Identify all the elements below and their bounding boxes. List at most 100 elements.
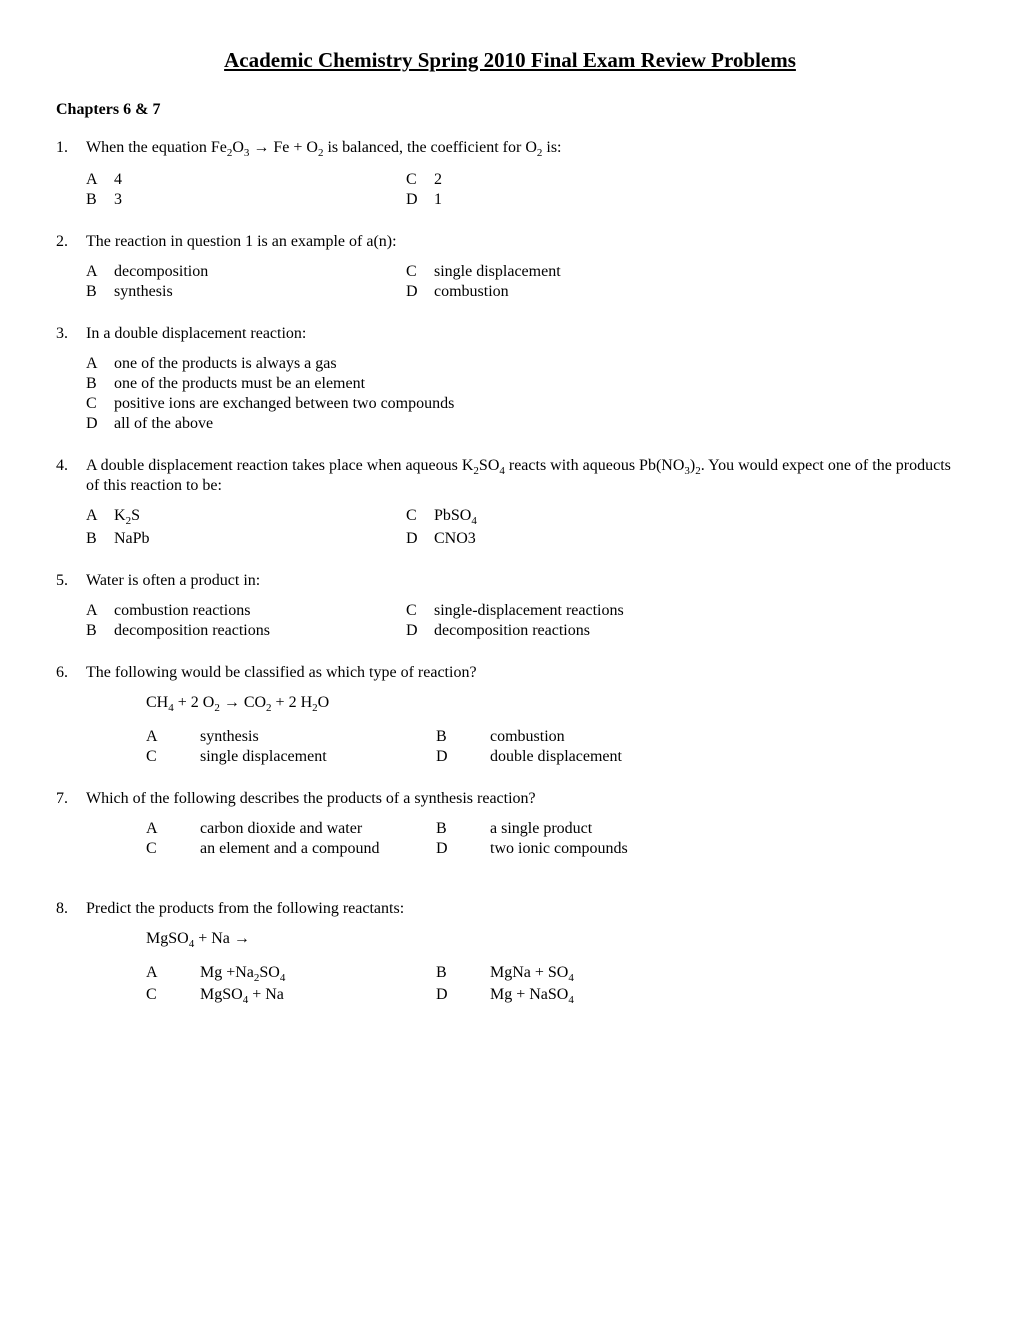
- question-text: The reaction in question 1 is an example…: [86, 233, 964, 251]
- option-text: double displacement: [490, 748, 964, 766]
- options: Acombustion reactionsBdecomposition reac…: [86, 602, 964, 642]
- option-letter: C: [86, 395, 114, 413]
- option-text: 2: [434, 171, 964, 189]
- option-text: combustion: [434, 283, 964, 301]
- options: Aone of the products is always a gas Bone…: [86, 355, 964, 435]
- option: AK2S: [86, 507, 406, 527]
- question: 6.The following would be classified as w…: [56, 664, 964, 768]
- option-text: CNO3: [434, 530, 964, 548]
- option-text: MgSO4 + Na: [200, 986, 436, 1006]
- question: 3.In a double displacement reaction:Aone…: [56, 325, 964, 435]
- option: Bsynthesis: [86, 283, 406, 301]
- option-letter: D: [406, 530, 434, 548]
- question-number: 4.: [56, 457, 86, 549]
- option-text: combustion reactions: [114, 602, 406, 620]
- question-body: Predict the products from the following …: [86, 900, 964, 1009]
- option-letter: A: [86, 263, 114, 281]
- option-text: single displacement: [434, 263, 964, 281]
- option-letter: A: [146, 728, 200, 746]
- option: Aone of the products is always a gas: [86, 355, 964, 373]
- option-text: decomposition reactions: [114, 622, 406, 640]
- option-text: Mg + NaSO4: [490, 986, 964, 1006]
- question-text: Which of the following describes the pro…: [86, 790, 964, 808]
- option-text: positive ions are exchanged between two …: [114, 395, 964, 413]
- option-letter: B: [86, 191, 114, 209]
- option-text: PbSO4: [434, 507, 964, 527]
- option: Bone of the products must be an element: [86, 375, 964, 393]
- option-letter: A: [146, 820, 200, 838]
- option: Bcombustion: [436, 728, 964, 746]
- question-text: The following would be classified as whi…: [86, 664, 964, 682]
- option-letter: D: [436, 986, 490, 1006]
- question-body: In a double displacement reaction:Aone o…: [86, 325, 964, 435]
- question-body: The following would be classified as whi…: [86, 664, 964, 768]
- question-text: A double displacement reaction takes pla…: [86, 457, 964, 495]
- option: Acarbon dioxide and water: [146, 820, 436, 838]
- option: AMg +Na2SO4: [146, 964, 436, 984]
- question-number: 6.: [56, 664, 86, 768]
- option-text: single displacement: [200, 748, 436, 766]
- question-body: Which of the following describes the pro…: [86, 790, 964, 860]
- option: A4: [86, 171, 406, 189]
- option: Csingle displacement: [146, 748, 436, 766]
- option-letter: C: [406, 507, 434, 527]
- option-letter: C: [146, 748, 200, 766]
- option-text: carbon dioxide and water: [200, 820, 436, 838]
- option-text: NaPb: [114, 530, 406, 548]
- option: Ddecomposition reactions: [406, 622, 964, 640]
- option-letter: B: [436, 964, 490, 984]
- option-letter: D: [406, 191, 434, 209]
- question-body: A double displacement reaction takes pla…: [86, 457, 964, 549]
- option-letter: A: [86, 602, 114, 620]
- option: B3: [86, 191, 406, 209]
- option: Cpositive ions are exchanged between two…: [86, 395, 964, 413]
- option: DCNO3: [406, 530, 964, 548]
- question-number: 1.: [56, 139, 86, 211]
- option-letter: A: [146, 964, 200, 984]
- chapters-label: Chapters 6 & 7: [56, 101, 964, 119]
- option-letter: B: [86, 622, 114, 640]
- question: 8.Predict the products from the followin…: [56, 900, 964, 1009]
- option: DMg + NaSO4: [436, 986, 964, 1006]
- question-number: 3.: [56, 325, 86, 435]
- equation: MgSO4 + Na →: [146, 930, 964, 950]
- option: Ddouble displacement: [436, 748, 964, 766]
- option: CPbSO4: [406, 507, 964, 527]
- option-text: 4: [114, 171, 406, 189]
- option-text: Mg +Na2SO4: [200, 964, 436, 984]
- option-letter: D: [406, 622, 434, 640]
- option-letter: A: [86, 507, 114, 527]
- question-number: 7.: [56, 790, 86, 860]
- option-letter: A: [86, 171, 114, 189]
- option-text: decomposition: [114, 263, 406, 281]
- option-text: synthesis: [200, 728, 436, 746]
- option-text: one of the products must be an element: [114, 375, 964, 393]
- option-letter: B: [436, 820, 490, 838]
- option-letter: D: [436, 840, 490, 858]
- option-letter: A: [86, 355, 114, 373]
- option-letter: B: [86, 283, 114, 301]
- question-body: The reaction in question 1 is an example…: [86, 233, 964, 303]
- option: Bdecomposition reactions: [86, 622, 406, 640]
- question-body: When the equation Fe2O3 → Fe + O2 is bal…: [86, 139, 964, 211]
- option-letter: D: [406, 283, 434, 301]
- option-text: two ionic compounds: [490, 840, 964, 858]
- option-letter: B: [86, 530, 114, 548]
- question: 7.Which of the following describes the p…: [56, 790, 964, 860]
- option: Dtwo ionic compounds: [436, 840, 964, 858]
- option-letter: C: [406, 602, 434, 620]
- option-letter: B: [86, 375, 114, 393]
- option-text: a single product: [490, 820, 964, 838]
- question: 2.The reaction in question 1 is an examp…: [56, 233, 964, 303]
- options: AMg +Na2SO4CMgSO4 + NaBMgNa + SO4DMg + N…: [146, 964, 964, 1008]
- option-letter: C: [146, 986, 200, 1006]
- page-title: Academic Chemistry Spring 2010 Final Exa…: [56, 48, 964, 73]
- option-text: MgNa + SO4: [490, 964, 964, 984]
- question-text: When the equation Fe2O3 → Fe + O2 is bal…: [86, 139, 964, 159]
- option-text: K2S: [114, 507, 406, 527]
- option: Dall of the above: [86, 415, 964, 433]
- option: Csingle-displacement reactions: [406, 602, 964, 620]
- option-text: combustion: [490, 728, 964, 746]
- options: AsynthesisCsingle displacementBcombustio…: [146, 728, 964, 768]
- option-letter: C: [406, 171, 434, 189]
